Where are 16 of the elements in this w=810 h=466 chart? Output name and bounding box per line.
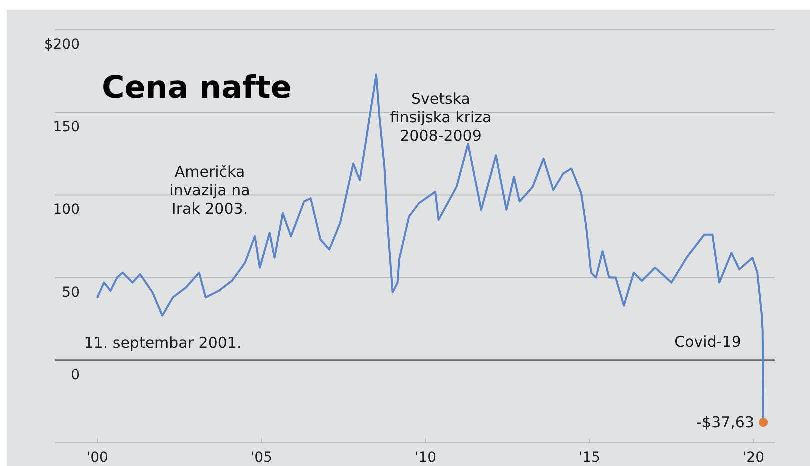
x-tick-label: '15 [578, 450, 601, 466]
y-tick-label: 150 [53, 120, 80, 136]
annotation: Covid-19 [674, 333, 742, 351]
data-label: -$37,63 [696, 414, 755, 432]
annotation: Američka invazija na Irak 2003. [170, 163, 250, 218]
annotation: 11. septembar 2001. [84, 334, 242, 352]
x-tick-label: '20 [742, 450, 765, 466]
annotation: Svetska finsijska kriza 2008-2009 [390, 90, 492, 145]
y-tick-label: $200 [44, 37, 80, 53]
y-tick-label: 50 [62, 284, 80, 301]
y-tick-label: 0 [71, 367, 80, 384]
x-tick-label: '00 [86, 450, 108, 466]
text: Cena nafte [102, 70, 292, 106]
y-tick-label: 100 [53, 202, 80, 218]
x-tick-label: '05 [250, 450, 272, 466]
x-tick-label: '10 [414, 450, 436, 466]
